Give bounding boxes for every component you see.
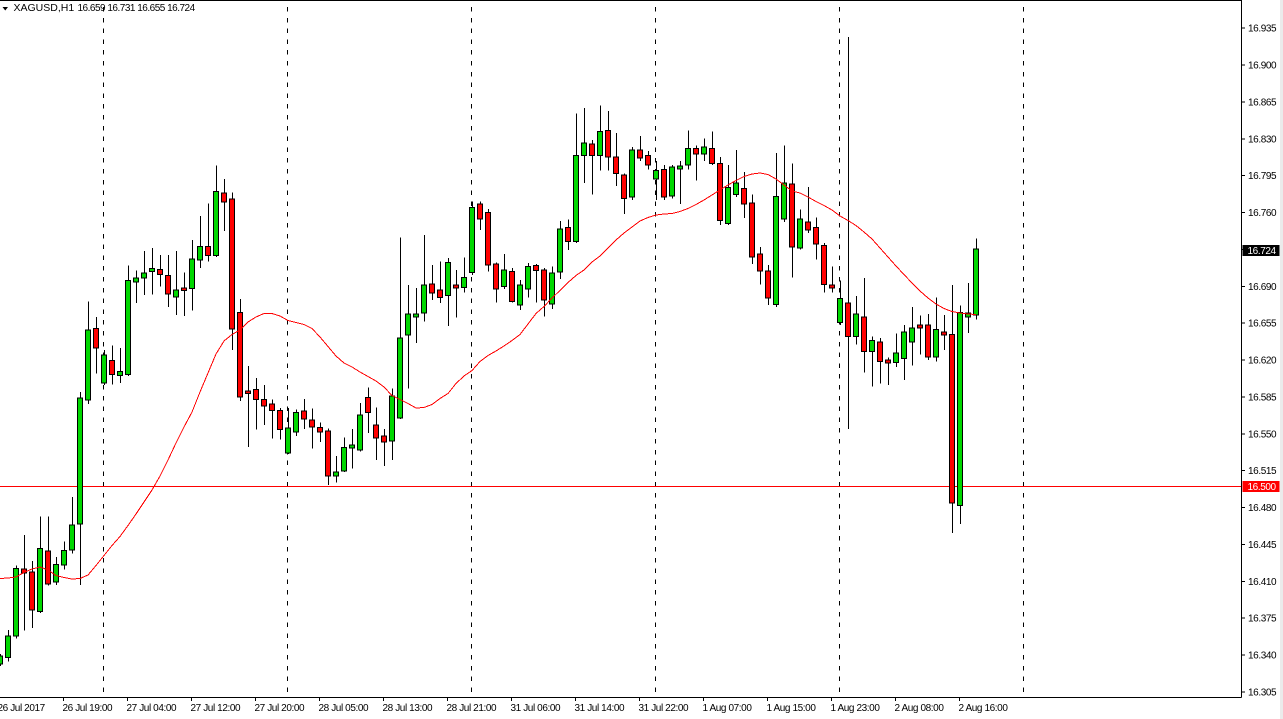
svg-text:16.865: 16.865 [1248,97,1277,108]
svg-text:16.375: 16.375 [1248,614,1277,625]
svg-text:31 Jul 14:00: 31 Jul 14:00 [575,703,626,714]
svg-text:16.655: 16.655 [1248,319,1277,330]
svg-text:16.935: 16.935 [1248,24,1277,35]
svg-text:31 Jul 22:00: 31 Jul 22:00 [639,703,690,714]
svg-text:28 Jul 05:00: 28 Jul 05:00 [319,703,370,714]
svg-text:1 Aug 15:00: 1 Aug 15:00 [767,703,817,714]
svg-text:16.550: 16.550 [1248,429,1277,440]
svg-text:16.900: 16.900 [1248,61,1277,72]
svg-text:16.515: 16.515 [1248,466,1277,477]
svg-text:28 Jul 13:00: 28 Jul 13:00 [383,703,434,714]
svg-text:16.620: 16.620 [1248,356,1277,367]
svg-text:16.830: 16.830 [1248,134,1277,145]
svg-text:16.500: 16.500 [1248,482,1277,493]
svg-text:16.760: 16.760 [1248,208,1277,219]
svg-text:16.659 16.731 16.655 16.724: 16.659 16.731 16.655 16.724 [78,3,196,14]
svg-text:2 Aug 08:00: 2 Aug 08:00 [895,703,945,714]
svg-text:27 Jul 12:00: 27 Jul 12:00 [191,703,242,714]
svg-text:XAGUSD,H1: XAGUSD,H1 [14,2,75,14]
svg-text:26 Jul 2017: 26 Jul 2017 [0,703,46,714]
svg-text:1 Aug 07:00: 1 Aug 07:00 [703,703,753,714]
svg-text:28 Jul 21:00: 28 Jul 21:00 [447,703,498,714]
svg-text:16.340: 16.340 [1248,651,1277,662]
svg-text:16.795: 16.795 [1248,171,1277,182]
svg-text:2 Aug 16:00: 2 Aug 16:00 [959,703,1009,714]
svg-text:16.445: 16.445 [1248,540,1277,551]
svg-text:16.690: 16.690 [1248,282,1277,293]
svg-text:31 Jul 06:00: 31 Jul 06:00 [511,703,562,714]
svg-text:26 Jul 19:00: 26 Jul 19:00 [63,703,114,714]
svg-text:1 Aug 23:00: 1 Aug 23:00 [831,703,881,714]
svg-text:16.585: 16.585 [1248,392,1277,403]
svg-text:16.480: 16.480 [1248,503,1277,514]
svg-text:16.724: 16.724 [1248,246,1277,257]
svg-text:27 Jul 04:00: 27 Jul 04:00 [127,703,178,714]
svg-text:27 Jul 20:00: 27 Jul 20:00 [255,703,306,714]
svg-text:16.305: 16.305 [1248,687,1277,698]
svg-text:16.410: 16.410 [1248,577,1277,588]
